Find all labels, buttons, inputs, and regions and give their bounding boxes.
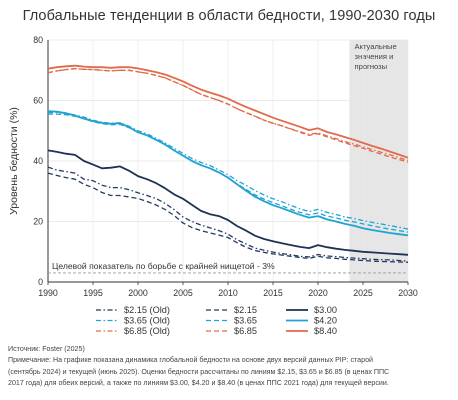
note-line-1: Примечание: На графике показана динамика… bbox=[8, 356, 373, 365]
legend-label-1: $2.15 bbox=[234, 305, 257, 315]
legend-label-3: $3.65 (Old) bbox=[124, 316, 170, 326]
series-line-7 bbox=[47, 68, 409, 163]
legend-label-0: $2.15 (Old) bbox=[124, 305, 170, 315]
chart-notes: Источник: Foster (2025) Примечание: На г… bbox=[8, 344, 454, 389]
y-tick-label-80: 80 bbox=[33, 35, 43, 45]
poverty-line-chart: Актуальные значения и прогнозы Целевой пок… bbox=[8, 35, 418, 336]
y-tick-label-0: 0 bbox=[38, 277, 43, 287]
y-tick-label-60: 60 bbox=[33, 96, 43, 106]
series-line-8 bbox=[47, 64, 409, 159]
x-tick-label-2020: 2020 bbox=[308, 288, 328, 298]
y-tick-label-40: 40 bbox=[33, 156, 43, 166]
source-note: Источник: Foster (2025) bbox=[8, 345, 85, 353]
legend-label-4: $3.65 bbox=[234, 316, 257, 326]
legend-label-6: $6.85 (Old) bbox=[124, 326, 170, 336]
legend-label-2: $3.00 bbox=[314, 305, 337, 315]
y-tick-label-20: 20 bbox=[33, 217, 43, 227]
note-line-3: 2017 года) для обеих версий, а также по … bbox=[8, 378, 389, 387]
legend-label-5: $4.20 bbox=[314, 316, 337, 326]
x-tick-label-2010: 2010 bbox=[218, 288, 238, 298]
x-tick-label-1990: 1990 bbox=[38, 288, 58, 298]
x-tick-label-2015: 2015 bbox=[263, 288, 283, 298]
legend-label-8: $8.40 bbox=[314, 326, 337, 336]
x-tick-label-2000: 2000 bbox=[128, 288, 148, 298]
chart-title: Глобальные тенденции в области бедности,… bbox=[22, 8, 436, 24]
note-line-2: (сентябрь 2024) и текущей (июнь 2025). О… bbox=[8, 367, 390, 376]
x-tick-label-2005: 2005 bbox=[173, 288, 193, 298]
series-line-1 bbox=[47, 172, 409, 263]
series-line-5 bbox=[47, 110, 409, 237]
x-tick-label-2030: 2030 bbox=[398, 288, 418, 298]
x-tick-label-1995: 1995 bbox=[83, 288, 103, 298]
series-line-2 bbox=[47, 149, 409, 256]
shade-label: Актуальные значения и прогнозы bbox=[355, 42, 397, 71]
x-tick-label-2025: 2025 bbox=[353, 288, 373, 298]
target-label: Целевой показатель по борьбе с крайней н… bbox=[52, 261, 275, 271]
legend-label-7: $6.85 bbox=[234, 326, 257, 336]
y-axis-label: Уровень бедности (%) bbox=[8, 107, 20, 215]
